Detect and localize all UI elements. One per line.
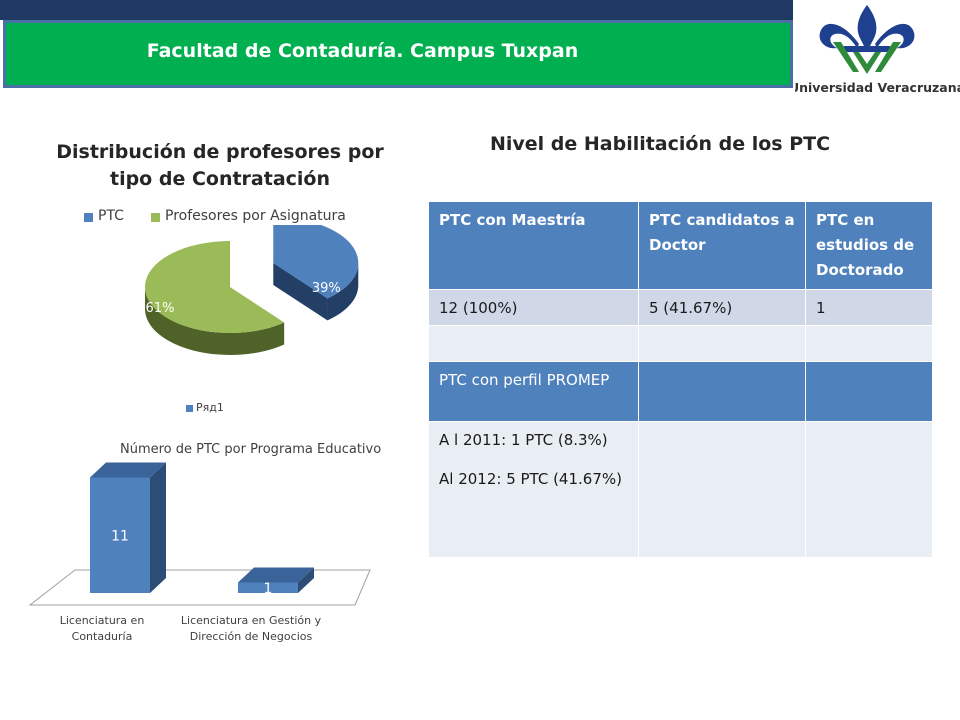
pie-slice-ptc-side	[327, 262, 359, 321]
bar-1-label: 11	[111, 528, 129, 544]
bar-1: 11	[90, 462, 166, 593]
bar-chart-title: Número de PTC por Programa Educativo	[120, 442, 382, 457]
bar-category-2-line2: Dirección de Negocios	[190, 630, 313, 643]
legend-swatch-series	[186, 405, 193, 412]
promep-2011: A l 2011: 1 PTC (8.3%)	[439, 431, 608, 449]
cell-promep-label: PTC con perfil PROMEP	[428, 361, 639, 422]
table-row-empty	[428, 325, 933, 362]
pie-slice-ptc	[273, 225, 359, 321]
pie-slice-asignatura	[145, 241, 285, 355]
bar-1-side	[150, 462, 166, 593]
university-logo: Universidad Veracruzana	[789, 0, 960, 100]
table-row-promep-values: A l 2011: 1 PTC (8.3%) Al 2012: 5 PTC (4…	[428, 421, 933, 558]
table-title: Nivel de Habilitación de los PTC	[489, 133, 831, 155]
pie-label-ptc: 39%	[312, 281, 341, 296]
bar-2-label: 1	[264, 581, 273, 597]
header-cell-candidatos: PTC candidatos a Doctor	[638, 201, 806, 290]
pie-slice-ptc-cut	[273, 262, 328, 321]
legend-swatch-asignatura	[151, 213, 160, 222]
table-row-promep-header: PTC con perfil PROMEP	[428, 361, 933, 422]
promep-2012: Al 2012: 5 PTC (41.67%)	[439, 470, 622, 488]
pie-title-line2: tipo de Contratación	[109, 168, 331, 190]
pie-chart: 39% 61%	[145, 225, 359, 355]
bar-1-top	[90, 462, 166, 478]
header-banner	[3, 20, 793, 88]
cell-maestria-value: 12 (100%)	[428, 289, 639, 326]
cell-candidatos-value: 5 (41.67%)	[638, 289, 806, 326]
header-top-stripe	[0, 0, 793, 20]
fleur-de-lis-icon	[819, 5, 915, 74]
legend-label-ptc: PTC	[98, 208, 124, 224]
bar-chart-floor	[28, 569, 371, 606]
bar-2-side	[298, 567, 314, 593]
pie-label-asignatura: 61%	[146, 301, 175, 316]
bar-2-front	[238, 582, 298, 593]
header-cell-maestria: PTC con Maestría	[428, 201, 639, 290]
pie-slice-asignatura-side	[145, 287, 285, 355]
bar-2: 1	[238, 567, 314, 597]
bar-chart: 111 Licenciatura en Contaduría Licenciat…	[28, 462, 371, 643]
legend-label-series: Ряд1	[196, 401, 224, 414]
bar-category-1-line1: Licenciatura en	[60, 614, 145, 627]
ptc-habilitation-table: PTC con Maestría PTC candidatos a Doctor…	[428, 201, 933, 558]
pie-slice-asignatura-top	[145, 241, 285, 333]
bar-2-top	[238, 567, 314, 583]
cell-doctorado-value: 1	[805, 289, 933, 326]
bar-1-front	[90, 477, 150, 593]
cell-promep-values: A l 2011: 1 PTC (8.3%) Al 2012: 5 PTC (4…	[428, 421, 639, 558]
pie-slice-ptc-top	[273, 225, 359, 299]
legend-swatch-ptc	[84, 213, 93, 222]
header-cell-doctorado: PTC en estudios de Doctorado	[805, 201, 933, 290]
legend-label-asignatura: Profesores por Asignatura	[165, 208, 346, 224]
bar-chart-bars: 111	[90, 462, 314, 597]
bar-category-1-line2: Contaduría	[72, 630, 133, 643]
logo-text: Universidad Veracruzana	[795, 80, 960, 95]
page-title: Facultad de Contaduría. Campus Tuxpan	[146, 40, 579, 62]
pie-title-line1: Distribución de profesores por	[56, 141, 384, 163]
table-header-row: PTC con Maestría PTC candidatos a Doctor…	[428, 201, 933, 290]
table-row: 12 (100%) 5 (41.67%) 1	[428, 289, 933, 326]
bar-category-2-line1: Licenciatura en Gestión y	[181, 614, 322, 627]
pie-chart-title: Distribución de profesores por tipo de C…	[55, 139, 385, 193]
